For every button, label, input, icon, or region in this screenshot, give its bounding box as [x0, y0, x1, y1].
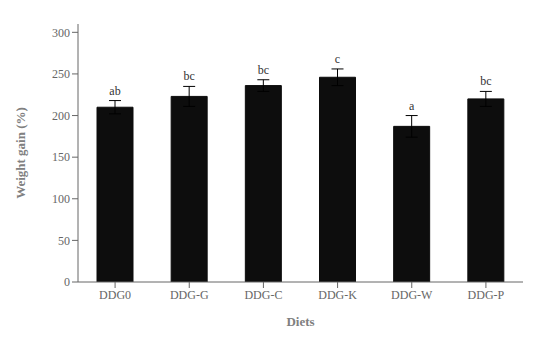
svg-text:Weight gain (%): Weight gain (%) [13, 107, 28, 199]
svg-text:100: 100 [52, 192, 70, 206]
svg-text:DDG-G: DDG-G [170, 288, 209, 302]
svg-text:DDG0: DDG0 [99, 288, 131, 302]
svg-text:50: 50 [58, 234, 70, 248]
svg-text:ab: ab [109, 84, 120, 98]
svg-text:200: 200 [52, 109, 70, 123]
svg-text:DDG-K: DDG-K [318, 288, 357, 302]
svg-text:250: 250 [52, 67, 70, 81]
svg-text:0: 0 [64, 275, 70, 289]
svg-text:150: 150 [52, 150, 70, 164]
svg-text:bc: bc [184, 69, 195, 83]
svg-text:bc: bc [258, 63, 269, 77]
svg-text:DDG-W: DDG-W [391, 288, 433, 302]
svg-text:bc: bc [480, 74, 491, 88]
svg-text:300: 300 [52, 26, 70, 40]
svg-text:DDG-C: DDG-C [244, 288, 282, 302]
svg-text:a: a [409, 99, 415, 113]
svg-text:Diets: Diets [286, 314, 314, 329]
svg-text:c: c [335, 52, 340, 66]
svg-text:DDG-P: DDG-P [468, 288, 505, 302]
